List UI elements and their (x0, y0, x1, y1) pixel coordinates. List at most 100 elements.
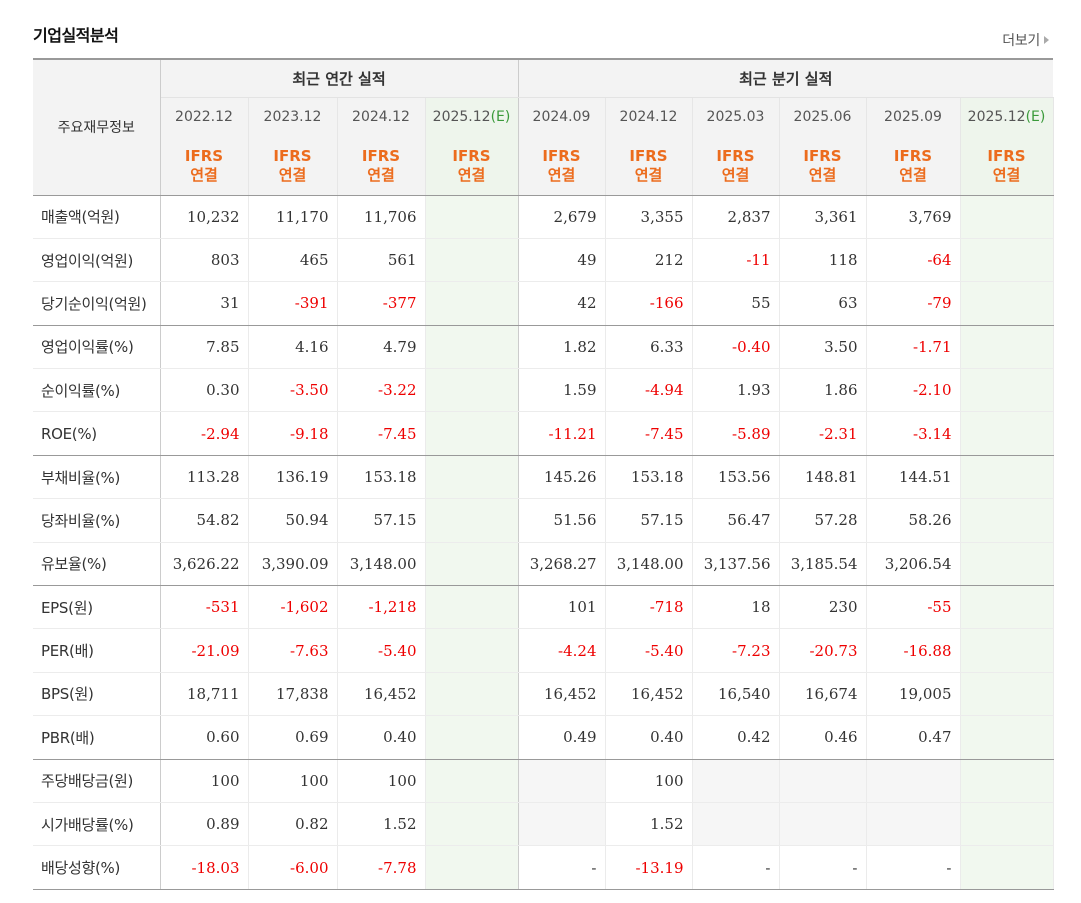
ifrs-label: IFRS (273, 146, 312, 165)
period-header: 2023.12 (248, 97, 338, 137)
table-cell: 3,268.27 (518, 542, 606, 587)
table-cell: 16,674 (779, 672, 867, 717)
table-cell: 3,769 (866, 195, 961, 239)
ifrs-label: IFRS (361, 146, 401, 165)
table-cell: 11,706 (337, 195, 426, 239)
table-row: EPS(원) -531 -1,602 -1,218 101 -718 18 230 -55 (33, 585, 1054, 630)
consolidated-label: 연결 (808, 165, 837, 184)
table-cell: 19,005 (866, 672, 961, 717)
table-cell: 3,148.00 (337, 542, 426, 587)
table-cell: 0.82 (248, 802, 338, 847)
table-cell: 58.26 (866, 498, 961, 543)
row-label: 시가배당률(%) (33, 802, 161, 847)
table-cell: 153.18 (337, 455, 426, 500)
table-cell: -0.40 (692, 325, 780, 370)
table-cell (960, 672, 1054, 717)
period-label: 2025.09 (884, 109, 942, 126)
table-cell: -377 (337, 281, 426, 326)
table-cell (866, 759, 961, 803)
table-cell: -5.40 (337, 628, 426, 673)
table-cell: 11,170 (248, 195, 338, 239)
table-cell: 100 (337, 759, 426, 803)
table-cell: 16,452 (518, 672, 606, 717)
consolidated-label: 연결 (992, 165, 1021, 184)
table-cell: 3.50 (779, 325, 867, 370)
table-cell: -4.24 (518, 628, 606, 673)
row-label: 당기순이익(억원) (33, 281, 161, 326)
table-row: 당좌비율(%) 54.82 50.94 57.15 51.56 57.15 56.47 57.… (33, 498, 1054, 543)
table-row: 시가배당률(%) 0.89 0.82 1.52 1.52 (33, 802, 1054, 847)
table-cell: 31 (160, 281, 249, 326)
table-cell: -5.40 (605, 628, 693, 673)
table-cell: 42 (518, 281, 606, 326)
table-cell: 18,711 (160, 672, 249, 717)
table-cell: 16,452 (605, 672, 693, 717)
row-label: 배당성향(%) (33, 845, 161, 890)
ifrs-label: IFRS (893, 146, 933, 165)
table-cell: -166 (605, 281, 693, 326)
period-label: 2023.12 (263, 109, 322, 126)
estimate-mark: (E) (1025, 109, 1046, 126)
table-cell: 63 (779, 281, 867, 326)
table-cell (960, 455, 1054, 500)
table-cell: -9.18 (248, 411, 338, 456)
row-label: 부채비율(%) (33, 455, 161, 500)
quarter-group-header: 최근 분기 실적 (518, 58, 1053, 98)
period-header: 2025.09 (866, 97, 961, 137)
table-cell (425, 411, 519, 456)
table-cell: 57.28 (779, 498, 867, 543)
row-label: PBR(배) (33, 715, 161, 760)
row-label: 유보율(%) (33, 542, 161, 587)
table-cell: 0.30 (160, 368, 249, 413)
table-cell: -6.00 (248, 845, 338, 890)
table-cell: 4.16 (248, 325, 338, 370)
table-cell: 1.59 (518, 368, 606, 413)
table-cell: -3.22 (337, 368, 426, 413)
table-cell (960, 238, 1054, 283)
ifrs-label: IFRS (184, 146, 224, 165)
table-cell (960, 281, 1054, 326)
table-cell: -5.89 (692, 411, 780, 456)
table-cell: -2.94 (160, 411, 249, 456)
table-cell: 230 (779, 585, 867, 630)
period-header: 2024.09 (518, 97, 606, 137)
more-link[interactable]: 더보기 (1002, 30, 1049, 50)
table-cell: 55 (692, 281, 780, 326)
table-cell (425, 802, 519, 847)
table-cell (960, 498, 1054, 543)
table-cell: -64 (866, 238, 961, 283)
table-cell: -4.94 (605, 368, 693, 413)
table-cell: 1.86 (779, 368, 867, 413)
accounting-header: IFRS 연결 (866, 137, 961, 196)
row-label: PER(배) (33, 628, 161, 673)
row-label: 영업이익(억원) (33, 238, 161, 283)
accounting-header: IFRS 연결 (518, 137, 606, 196)
table-cell: -11.21 (518, 411, 606, 456)
table-cell (425, 455, 519, 500)
table-cell: 144.51 (866, 455, 961, 500)
table-cell: -18.03 (160, 845, 249, 890)
table-cell: 57.15 (337, 498, 426, 543)
table-row: 배당성향(%) -18.03 -6.00 -7.78- -13.19- - - (33, 845, 1054, 890)
table-cell: -13.19 (605, 845, 693, 890)
table-cell: 1.93 (692, 368, 780, 413)
row-label: 주당배당금(원) (33, 759, 161, 803)
table-cell: -1,218 (337, 585, 426, 630)
table-cell: - (518, 845, 606, 890)
table-cell: 18 (692, 585, 780, 630)
table-cell (425, 628, 519, 673)
table-cell: 6.33 (605, 325, 693, 370)
table-cell: 3,626.22 (160, 542, 249, 587)
table-cell: 50.94 (248, 498, 338, 543)
table-cell: -7.63 (248, 628, 338, 673)
table-row: 주당배당금(원) 100 100 100 100 (33, 759, 1054, 803)
table-cell: 57.15 (605, 498, 693, 543)
table-cell: 3,206.54 (866, 542, 961, 587)
table-cell (960, 585, 1054, 630)
table-cell (866, 802, 961, 847)
row-label: EPS(원) (33, 585, 161, 630)
period-header: 2025.12(E) (960, 97, 1054, 137)
chevron-right-icon (1044, 36, 1049, 44)
consolidated-label: 연결 (547, 165, 576, 184)
table-cell: - (692, 845, 780, 890)
